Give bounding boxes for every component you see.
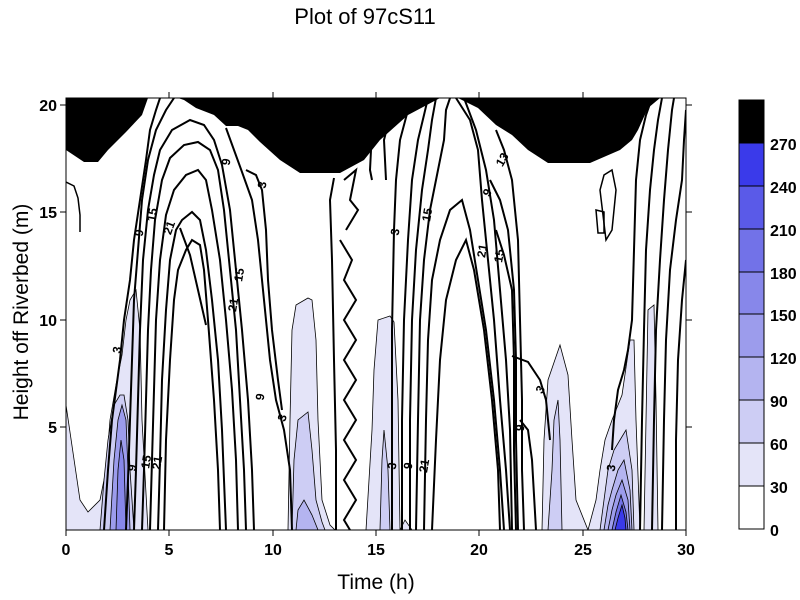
contour-label: 3	[604, 463, 619, 472]
plot-frame: 0 5 10 15 20 25 30 5 10 15 20	[39, 92, 695, 559]
svg-text:10: 10	[264, 542, 282, 559]
svg-text:25: 25	[574, 542, 592, 559]
svg-text:90: 90	[770, 394, 788, 411]
filled-contours	[66, 288, 659, 530]
svg-text:240: 240	[770, 180, 797, 197]
contour-label: 3	[388, 227, 403, 236]
contour-label: 9	[401, 461, 416, 470]
y-tick-labels: 5 10 15 20	[39, 98, 57, 437]
svg-text:210: 210	[770, 223, 797, 240]
svg-text:10: 10	[39, 313, 57, 330]
svg-text:30: 30	[677, 542, 695, 559]
svg-text:120: 120	[770, 351, 797, 368]
colorbar-labels: 270 240 210 180 150 120 90 60 30 0	[770, 137, 797, 540]
svg-text:30: 30	[770, 480, 788, 497]
contour-label: 15	[491, 248, 507, 264]
contour-label: 21	[416, 458, 432, 474]
svg-text:270: 270	[770, 137, 797, 154]
svg-text:15: 15	[367, 542, 385, 559]
contour-label: 15	[138, 454, 154, 470]
contour-label: 3	[255, 180, 270, 189]
chart-title: Plot of 97cS11	[294, 4, 436, 29]
svg-text:20: 20	[39, 98, 57, 115]
contour-label: 9	[219, 157, 234, 166]
contour-label: 15	[231, 267, 247, 283]
colorbar: 270 240 210 180 150 120 90 60 30 0	[738, 99, 797, 540]
contour-label: 9	[132, 228, 147, 237]
contour-label: 21	[474, 243, 490, 259]
svg-text:180: 180	[770, 266, 797, 283]
contour-label: 9	[125, 463, 140, 472]
contour-label: 3	[275, 412, 291, 423]
contour-label: 21	[149, 455, 165, 471]
svg-text:5: 5	[165, 542, 174, 559]
svg-text:0: 0	[62, 542, 71, 559]
svg-text:150: 150	[770, 308, 797, 325]
svg-text:20: 20	[470, 542, 488, 559]
contour-label: 9	[513, 423, 528, 432]
svg-text:15: 15	[39, 205, 57, 222]
contour-label: 15	[144, 207, 160, 223]
contour-lines	[66, 98, 686, 530]
svg-text:0: 0	[770, 523, 779, 540]
svg-text:60: 60	[770, 437, 788, 454]
contour-label: 15	[419, 207, 435, 223]
contour-label: 21	[160, 219, 178, 237]
contour-label: 3	[385, 461, 400, 470]
x-axis-label: Time (h)	[337, 571, 415, 594]
contour-label: 21	[225, 297, 241, 313]
contour-label: 9	[253, 392, 268, 401]
contour-label: 13	[493, 150, 512, 169]
x-tick-labels: 0 5 10 15 20 25 30	[62, 542, 695, 559]
svg-text:5: 5	[48, 420, 57, 437]
contour-label: 3	[110, 345, 125, 354]
